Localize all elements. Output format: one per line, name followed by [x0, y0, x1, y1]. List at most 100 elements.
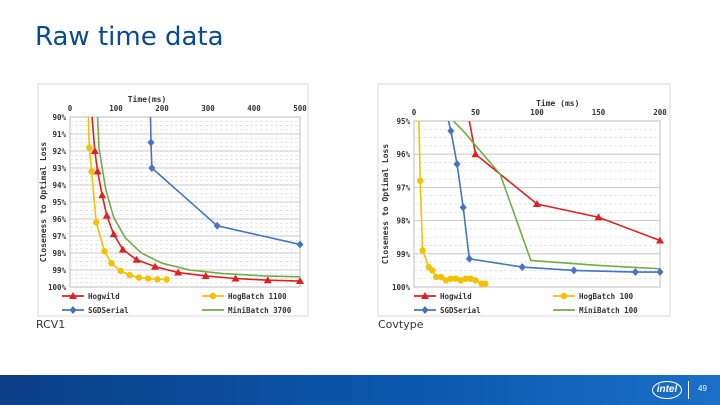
y-tick-label-rcv1: 90%: [52, 113, 66, 122]
data-point-sgdserial-rcv1: [148, 164, 156, 172]
data-point-hogbatch-100-covtype: [432, 273, 440, 281]
data-point-hogwild-rcv1: [201, 271, 210, 279]
legend-label-hogbatch-1100-rcv1: HogBatch 1100: [228, 292, 287, 301]
page-title: Raw time data: [35, 22, 224, 52]
x-tick-label-rcv1: 500: [293, 104, 307, 113]
data-point-hogbatch-1100-rcv1: [126, 271, 133, 279]
data-point-sgdserial-covtype: [453, 160, 461, 169]
legend-label-minibatch-100-covtype: MiniBatch 100: [579, 306, 638, 315]
data-point-sgdserial-rcv1: [213, 221, 221, 230]
x-axis-title-rcv1: Time(ms): [128, 94, 167, 104]
data-point-hogwild-covtype: [656, 236, 664, 244]
data-point-hogwild-rcv1: [174, 268, 183, 276]
data-point-hogbatch-100-covtype: [452, 275, 460, 282]
data-point-sgdserial-rcv1: [296, 240, 304, 249]
data-point-hogwild-rcv1: [231, 274, 240, 282]
data-point-hogwild-rcv1: [109, 230, 118, 238]
y-tick-label-covtype: 96%: [396, 150, 410, 159]
y-tick-label-covtype: 99%: [396, 250, 410, 259]
data-point-sgdserial-covtype: [459, 203, 467, 212]
series-line-minibatch-100-covtype: [452, 121, 660, 270]
data-point-hogwild-covtype: [533, 200, 541, 207]
x-tick-label-rcv1: 200: [155, 104, 169, 113]
y-tick-label-rcv1: 99%: [52, 266, 66, 275]
x-tick-label-covtype: 50: [471, 108, 481, 117]
y-tick-label-rcv1: 97%: [52, 232, 66, 241]
data-point-hogbatch-1100-rcv1: [88, 168, 95, 175]
data-point-hogbatch-100-covtype: [416, 177, 424, 184]
data-point-hogwild-rcv1: [296, 277, 304, 285]
data-point-sgdserial-rcv1: [147, 138, 155, 147]
data-point-hogbatch-100-covtype: [472, 277, 479, 284]
x-axis-title-covtype: Time (ms): [536, 98, 579, 108]
legend-label-hogwild-rcv1: Hogwild: [88, 292, 120, 301]
y-tick-label-covtype: 95%: [396, 117, 410, 126]
legend-label-hogbatch-100-covtype: HogBatch 100: [579, 292, 634, 301]
logo-divider: [688, 381, 689, 399]
page-number: 49: [698, 384, 707, 393]
data-point-hogbatch-1100-rcv1: [154, 276, 161, 283]
y-tick-label-rcv1: 94%: [52, 181, 66, 190]
y-tick-label-covtype: 100%: [392, 283, 411, 292]
data-point-hogbatch-100-covtype: [462, 275, 469, 282]
data-point-hogbatch-1100-rcv1: [145, 275, 152, 282]
data-point-hogbatch-100-covtype: [447, 275, 455, 282]
legend-marker-hogbatch-1100-rcv1: [209, 292, 217, 300]
chart-caption-rcv1: RCV1: [36, 318, 66, 331]
data-point-hogwild-rcv1: [102, 211, 111, 219]
y-tick-label-rcv1: 91%: [52, 130, 66, 139]
y-axis-title-covtype: Closeness to Optimal Loss: [380, 144, 390, 265]
y-tick-label-rcv1: 96%: [52, 215, 66, 224]
legend-label-hogwild-covtype: Hogwild: [440, 292, 472, 301]
data-point-hogwild-rcv1: [151, 262, 160, 270]
legend-label-sgdserial-rcv1: SGDSerial: [88, 306, 129, 315]
legend-marker-sgdserial-rcv1: [69, 306, 77, 314]
data-point-hogwild-rcv1: [118, 245, 127, 253]
data-point-hogbatch-1100-rcv1: [135, 274, 143, 281]
legend-marker-sgdserial-covtype: [421, 306, 429, 314]
y-tick-label-covtype: 98%: [396, 217, 410, 226]
y-tick-label-rcv1: 93%: [52, 164, 66, 173]
data-point-hogbatch-1100-rcv1: [117, 267, 124, 275]
data-point-hogwild-rcv1: [263, 276, 272, 284]
legend-marker-hogwild-rcv1: [69, 292, 77, 299]
legend-marker-hogbatch-100-covtype: [560, 292, 568, 300]
x-tick-label-rcv1: 400: [247, 104, 261, 113]
data-point-sgdserial-covtype: [570, 266, 578, 275]
x-tick-label-covtype: 200: [653, 108, 667, 117]
x-tick-label-rcv1: 100: [109, 104, 123, 113]
data-point-hogbatch-1100-rcv1: [101, 248, 108, 255]
chart-caption-covtype: Covtype: [378, 318, 424, 331]
data-point-sgdserial-covtype: [465, 254, 473, 263]
x-tick-label-covtype: 100: [530, 108, 544, 117]
data-point-hogbatch-1100-rcv1: [93, 219, 100, 226]
y-tick-label-rcv1: 98%: [52, 249, 66, 258]
data-point-hogwild-covtype: [594, 213, 603, 221]
data-point-hogwild-covtype: [471, 150, 480, 158]
footer-bar: [0, 375, 720, 405]
x-tick-label-covtype: 0: [412, 108, 417, 117]
series-line-minibatch-3700-rcv1: [96, 117, 300, 278]
data-point-hogbatch-100-covtype: [429, 267, 436, 274]
data-point-hogwild-rcv1: [90, 147, 99, 154]
y-tick-label-rcv1: 92%: [52, 147, 66, 156]
data-point-hogbatch-100-covtype: [482, 280, 489, 287]
data-point-hogwild-rcv1: [132, 255, 141, 263]
y-tick-label-rcv1: 100%: [48, 283, 67, 292]
legend-marker-hogwild-covtype: [421, 292, 429, 299]
data-point-sgdserial-covtype: [447, 126, 455, 135]
y-axis-title-rcv1: Closeness to Optimal Loss: [38, 142, 48, 263]
data-point-hogbatch-100-covtype: [442, 277, 450, 284]
data-point-sgdserial-covtype: [656, 268, 664, 277]
data-point-hogwild-rcv1: [98, 191, 107, 199]
y-tick-label-rcv1: 95%: [52, 198, 66, 207]
legend-label-sgdserial-covtype: SGDSerial: [440, 306, 481, 315]
x-tick-label-covtype: 150: [592, 108, 606, 117]
data-point-hogbatch-1100-rcv1: [86, 144, 93, 151]
series-line-hogwild-rcv1: [91, 117, 300, 282]
legend-label-minibatch-3700-rcv1: MiniBatch 3700: [228, 306, 292, 315]
data-point-hogbatch-1100-rcv1: [163, 276, 170, 283]
data-point-hogbatch-100-covtype: [457, 277, 464, 284]
x-tick-label-rcv1: 0: [68, 104, 73, 113]
